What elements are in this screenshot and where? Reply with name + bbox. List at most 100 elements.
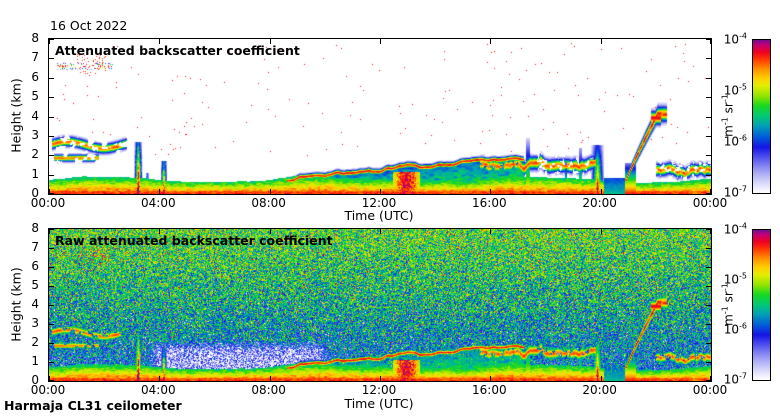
x-tick-label: 16:00 bbox=[472, 383, 507, 397]
y-tick-mark bbox=[706, 58, 711, 60]
plot-panel-attenuated-backscatter: Attenuated backscatter coefficient bbox=[48, 38, 712, 195]
y-axis-ticks-top: 0 1 2 3 4 5 6 7 8 bbox=[0, 31, 44, 200]
y-tick-mark bbox=[49, 174, 54, 176]
plot-panel-raw-attenuated-backscatter: Raw attenuated backscatter coefficient bbox=[48, 228, 712, 382]
y-tick-mark bbox=[706, 39, 711, 40]
y-tick-mark bbox=[49, 193, 54, 194]
y-tick-label: 5 bbox=[31, 89, 39, 104]
x-tick-mark bbox=[380, 39, 381, 44]
y-tick-mark bbox=[49, 380, 54, 381]
x-tick-mark bbox=[380, 376, 381, 381]
y-tick-mark bbox=[706, 135, 711, 137]
colorbar-unit-top: m-1 sr-1 bbox=[720, 94, 736, 137]
x-tick-mark bbox=[710, 376, 711, 381]
x-tick-mark bbox=[710, 189, 711, 194]
y-tick-mark bbox=[706, 248, 711, 249]
y-tick-label: 2 bbox=[31, 335, 39, 349]
x-tick-mark bbox=[49, 39, 50, 44]
colorbar-ticks-bottom: 10-4 10-5 10-6 10-7 bbox=[706, 222, 749, 387]
plot-canvas-attenuated-backscatter bbox=[49, 39, 711, 194]
y-tick-label: 1 bbox=[31, 166, 39, 181]
y-tick-mark bbox=[49, 155, 54, 157]
x-tick-mark bbox=[49, 376, 50, 381]
y-tick-label: 4 bbox=[31, 108, 39, 123]
x-tick-mark bbox=[710, 39, 711, 44]
x-tick-label: 00:00 bbox=[30, 196, 66, 210]
y-tick-mark bbox=[706, 155, 711, 157]
y-tick-mark bbox=[49, 362, 54, 363]
colorbar-unit-bottom: m-1 sr-1 bbox=[720, 283, 736, 326]
x-tick-mark bbox=[600, 376, 602, 381]
x-axis-ticks-bottom: 00:00 04:00 08:00 12:00 16:00 20:00 00:00 bbox=[31, 382, 728, 398]
y-tick-label: 4 bbox=[31, 297, 39, 311]
y-tick-label: 2 bbox=[31, 147, 39, 162]
instrument-footer-label: Harmaja CL31 ceilometer bbox=[4, 398, 182, 413]
x-tick-label: 08:00 bbox=[251, 196, 286, 210]
x-tick-label: 00:00 bbox=[30, 383, 66, 397]
y-tick-label: 1 bbox=[31, 354, 39, 368]
y-tick-mark bbox=[49, 116, 54, 118]
colorbar-top bbox=[752, 39, 771, 194]
y-tick-mark bbox=[49, 77, 54, 79]
colorbar-tick-label: 10-6 bbox=[723, 321, 747, 337]
y-tick-label: 0 bbox=[31, 373, 39, 387]
y-tick-mark bbox=[706, 362, 711, 363]
y-tick-mark bbox=[706, 77, 711, 79]
x-tick-label: 00:00 bbox=[692, 383, 728, 397]
y-tick-mark bbox=[49, 58, 54, 60]
y-tick-label: 6 bbox=[31, 69, 39, 84]
y-tick-mark bbox=[49, 39, 54, 40]
y-axis-label-bottom: Height (km) bbox=[8, 267, 24, 342]
y-tick-mark bbox=[706, 380, 711, 381]
colorbar-tick-label: 10-5 bbox=[723, 271, 747, 287]
y-axis-label-top: Height (km) bbox=[8, 78, 24, 153]
y-tick-mark bbox=[706, 286, 711, 287]
y-tick-label: 7 bbox=[31, 50, 39, 65]
y-tick-label: 0 bbox=[31, 186, 39, 200]
plot-canvas-raw-attenuated-backscatter bbox=[49, 229, 711, 381]
y-tick-mark bbox=[706, 343, 711, 344]
colorbar-tick-label: 10-5 bbox=[723, 82, 747, 98]
y-tick-mark bbox=[49, 135, 54, 137]
x-tick-mark bbox=[49, 189, 50, 194]
colorbar-tick-label: 10-7 bbox=[723, 371, 747, 387]
colorbar-label-bottom: m-1 sr-1 bbox=[721, 265, 736, 345]
x-tick-mark bbox=[490, 39, 492, 44]
y-tick-mark bbox=[49, 229, 54, 230]
y-tick-mark bbox=[706, 193, 711, 194]
y-tick-mark bbox=[49, 97, 54, 99]
x-tick-mark bbox=[269, 376, 271, 381]
y-tick-label: 8 bbox=[31, 31, 39, 45]
y-tick-mark bbox=[706, 267, 711, 268]
y-tick-mark bbox=[706, 324, 711, 325]
x-tick-label: 16:00 bbox=[472, 196, 507, 210]
x-axis-ticks-top: 00:00 04:00 08:00 12:00 16:00 20:00 00:00 bbox=[31, 195, 728, 211]
y-tick-label: 7 bbox=[31, 240, 39, 254]
x-tick-label: 08:00 bbox=[251, 383, 286, 397]
colorbar-ticks-top: 10-4 10-5 10-6 10-7 bbox=[706, 32, 749, 200]
y-tick-mark bbox=[49, 286, 54, 287]
colorbar-bottom bbox=[752, 229, 771, 381]
y-tick-label: 3 bbox=[31, 316, 39, 330]
x-tick-label: 04:00 bbox=[141, 196, 176, 210]
x-tick-mark bbox=[159, 39, 161, 44]
x-tick-mark bbox=[269, 189, 271, 194]
x-tick-label: 04:00 bbox=[141, 383, 176, 397]
x-tick-mark bbox=[600, 229, 602, 234]
y-tick-mark bbox=[706, 116, 711, 118]
x-tick-label: 12:00 bbox=[361, 383, 397, 397]
y-tick-mark bbox=[49, 305, 54, 306]
x-tick-mark bbox=[710, 229, 711, 234]
colorbar-label-top: m-1 sr-1 bbox=[721, 76, 736, 156]
y-tick-mark bbox=[49, 324, 54, 325]
y-axis-ticks-bottom: 0 1 2 3 4 5 6 7 8 bbox=[0, 221, 44, 387]
y-tick-mark bbox=[706, 174, 711, 176]
x-tick-mark bbox=[269, 229, 271, 234]
x-axis-label-top: Time (UTC) bbox=[344, 208, 414, 223]
x-tick-mark bbox=[269, 39, 271, 44]
x-tick-label: 12:00 bbox=[361, 196, 397, 210]
y-tick-mark bbox=[706, 305, 711, 306]
y-tick-label: 6 bbox=[31, 259, 39, 273]
y-tick-mark bbox=[706, 229, 711, 230]
